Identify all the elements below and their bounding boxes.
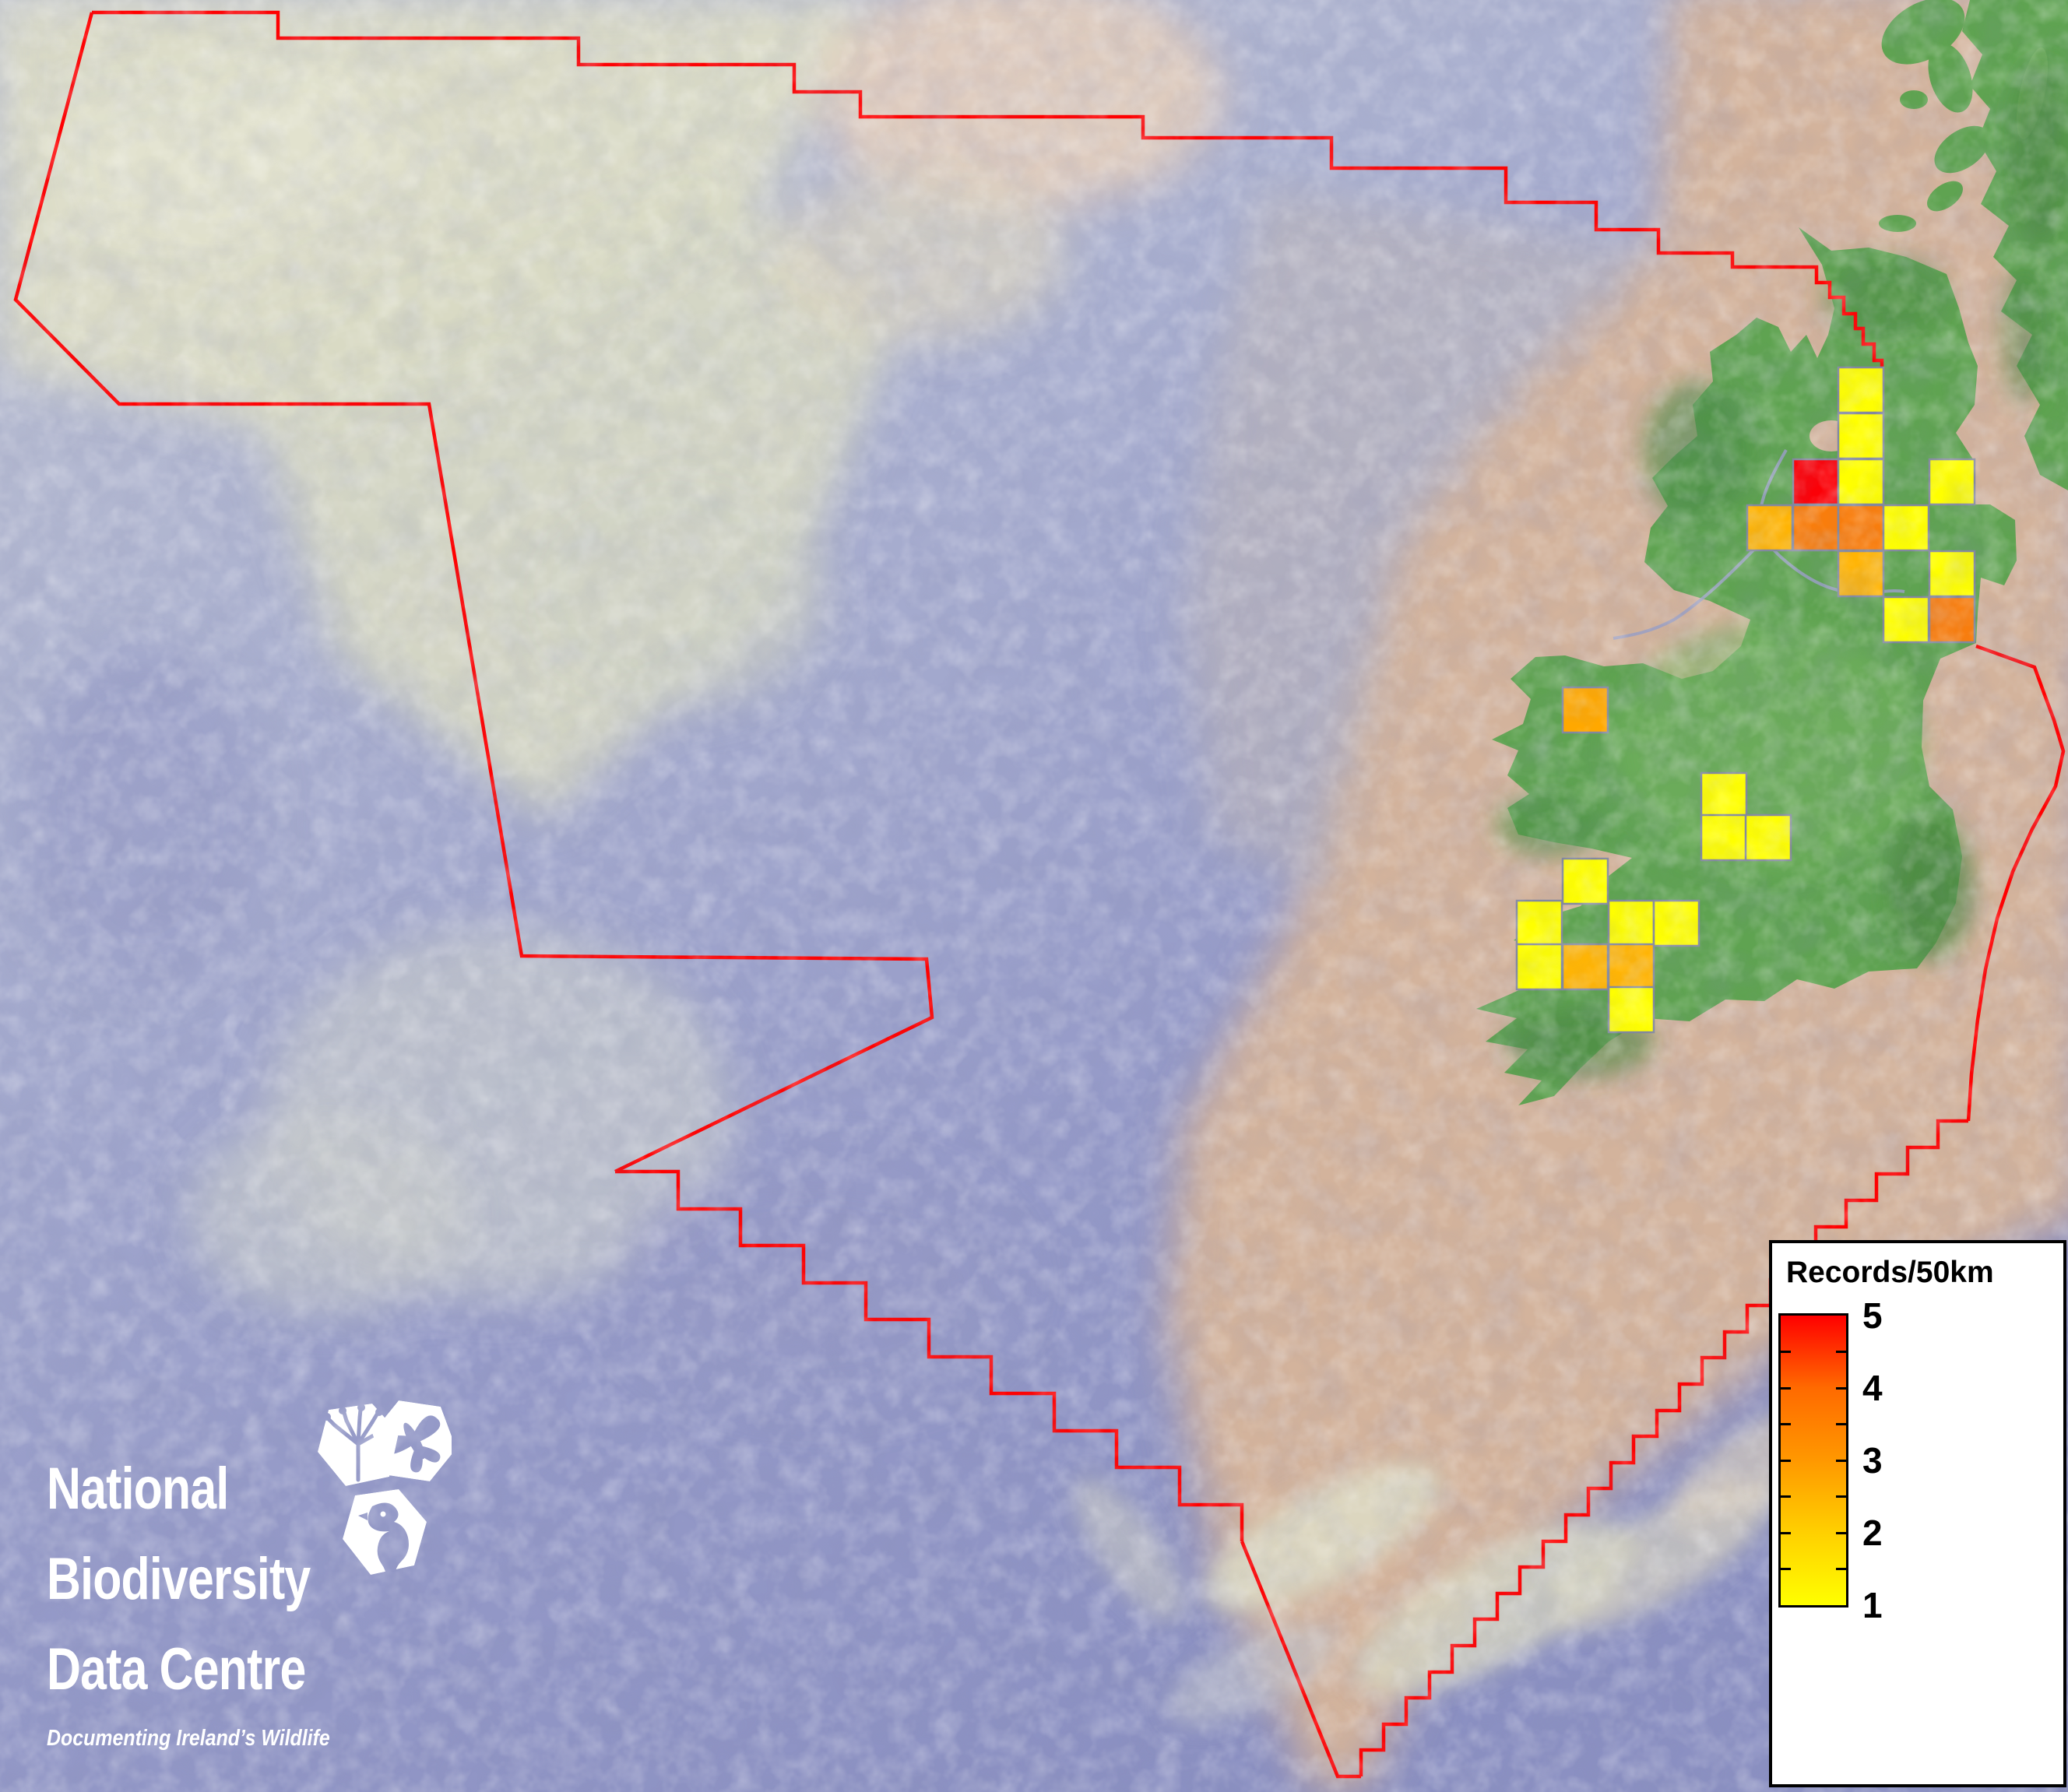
- legend-tick: [1781, 1423, 1791, 1425]
- legend-tick: [1781, 1495, 1791, 1498]
- seahorse-hexagon: [343, 1489, 427, 1575]
- logo-tagline: Documenting Ireland’s Wildlife: [47, 1726, 330, 1751]
- legend-label-1: 1: [1862, 1585, 1883, 1625]
- legend-label-4: 4: [1862, 1368, 1883, 1408]
- legend-label-5: 5: [1862, 1295, 1883, 1336]
- legend-tick: [1836, 1386, 1846, 1390]
- legend-tick: [1836, 1568, 1846, 1570]
- legend-title: Records/50km: [1786, 1256, 1994, 1289]
- legend-tick: [1836, 1531, 1846, 1534]
- nbdc-logo: National Biodiversity Data Centre Docume…: [47, 1400, 456, 1752]
- legend-box: Records/50km 5 4 3 2 1: [1769, 1240, 2066, 1787]
- legend-tick: [1836, 1495, 1846, 1498]
- legend-label-3: 3: [1862, 1440, 1883, 1481]
- nbdc-logo-hexagons: [280, 1396, 467, 1657]
- legend-tick: [1836, 1351, 1846, 1353]
- legend-gradient-bar: [1778, 1313, 1848, 1608]
- legend-tick: [1781, 1531, 1791, 1534]
- legend-tick: [1781, 1386, 1791, 1390]
- plant-hexagon: [318, 1404, 399, 1486]
- legend-label-2: 2: [1862, 1513, 1883, 1553]
- legend-tick: [1781, 1351, 1791, 1353]
- logo-text-line1: National: [47, 1456, 229, 1522]
- logo-text-line2: Biodiversity: [47, 1546, 311, 1612]
- butterfly-hexagon: [372, 1400, 456, 1481]
- logo-text-line3: Data Centre: [47, 1636, 306, 1702]
- legend-tick: [1781, 1459, 1791, 1462]
- legend-tick: [1836, 1459, 1846, 1462]
- legend-tick: [1781, 1568, 1791, 1570]
- legend-tick: [1836, 1423, 1846, 1425]
